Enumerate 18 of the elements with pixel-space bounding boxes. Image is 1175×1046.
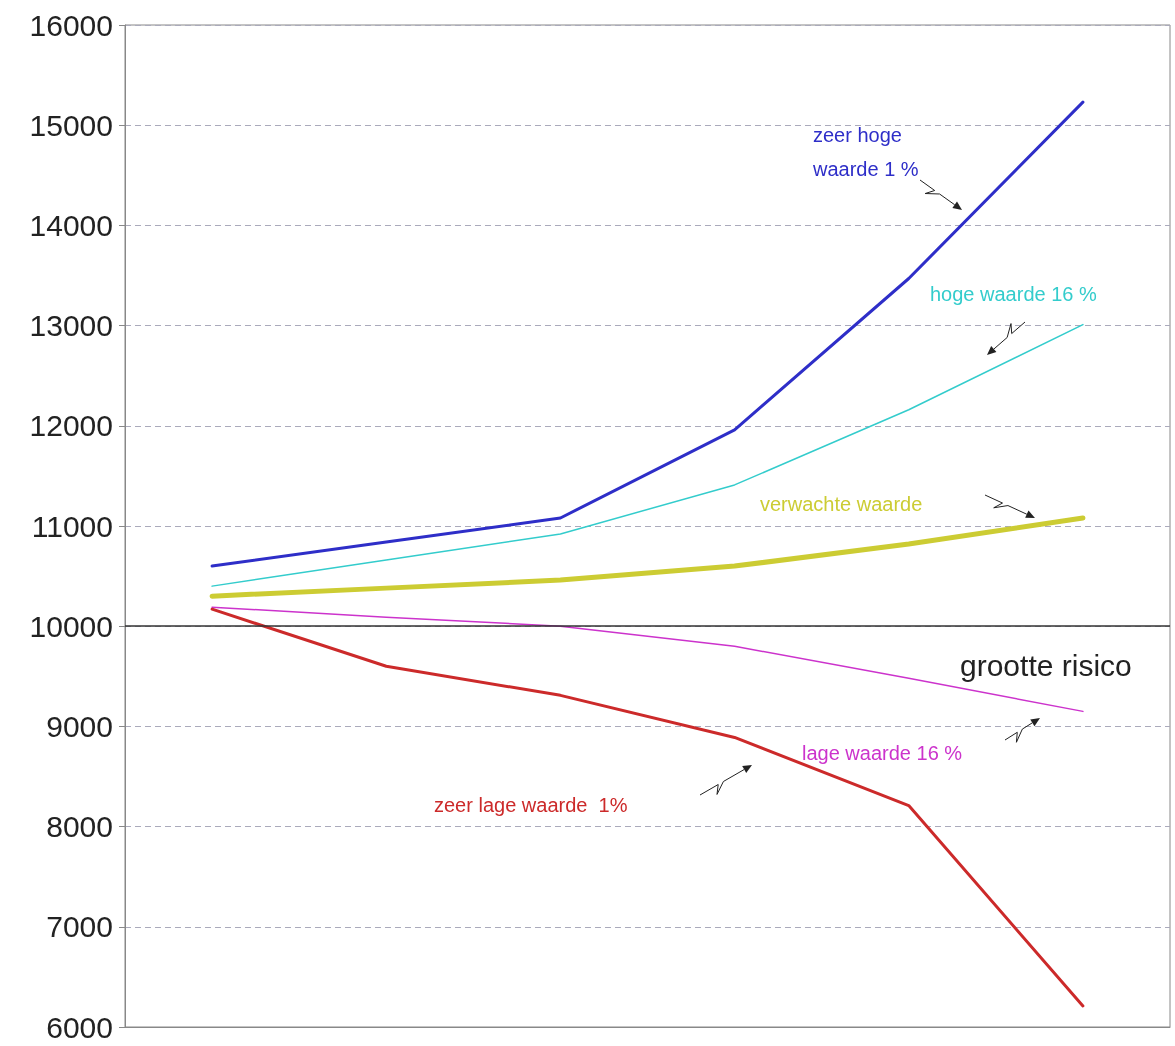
y-tick-label: 12000 bbox=[29, 409, 113, 443]
y-tick-label: 13000 bbox=[29, 309, 113, 343]
text: zeer hoge waarde 1 % bbox=[812, 124, 919, 180]
annotation: grootte risico bbox=[960, 648, 1132, 682]
text: lage waarde 16 % bbox=[802, 742, 963, 764]
line-series bbox=[211, 323, 1084, 587]
y-tick-label: 16000 bbox=[29, 8, 113, 42]
y-tick-label: 8000 bbox=[46, 810, 113, 844]
y-tick-label: 10000 bbox=[29, 609, 113, 643]
y-tick-label: 15000 bbox=[29, 108, 113, 142]
y-tick-label: 14000 bbox=[29, 208, 113, 242]
y-tick-label: 9000 bbox=[46, 709, 113, 743]
text: zeer lage waarde 1% bbox=[434, 794, 628, 816]
y-tick-label: 6000 bbox=[46, 1010, 113, 1044]
series-label: verwachte waarde bbox=[760, 493, 923, 515]
y-tick-label: 11000 bbox=[31, 509, 113, 543]
series-label: hoge waarde 16 % bbox=[930, 283, 1097, 305]
y-tick-label: 7000 bbox=[46, 910, 113, 944]
